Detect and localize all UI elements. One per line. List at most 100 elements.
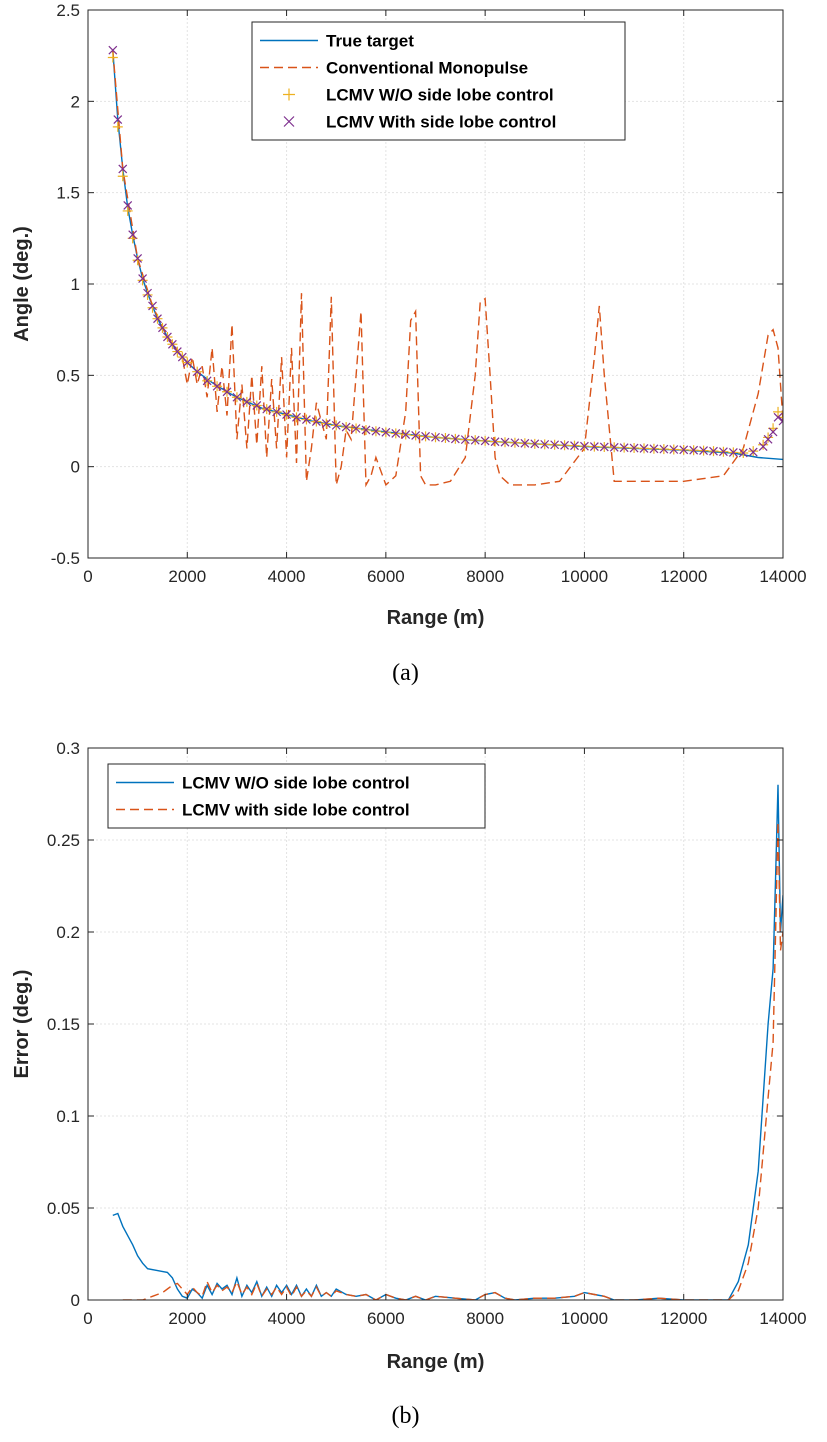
series-0 <box>112 784 783 1300</box>
data-point <box>262 404 272 414</box>
data-point <box>331 420 341 430</box>
data-point <box>709 446 718 456</box>
chart-a: 0 2000 4000 6000 8000 10000 12000 14000-0.500.5… <box>11 1 807 686</box>
data-point <box>242 397 252 407</box>
data-point <box>302 415 311 424</box>
legend-label: True target <box>326 32 414 51</box>
data-point <box>639 443 649 453</box>
data-point <box>401 430 411 439</box>
data-point <box>158 323 167 333</box>
legend: True target Conventional Monopulse LCMV W/… <box>251 21 626 141</box>
data-point <box>282 410 291 420</box>
data-point <box>679 445 689 455</box>
data-point <box>629 443 639 453</box>
data-point <box>381 427 391 437</box>
legend-swatch <box>283 116 295 127</box>
y-tick-label: 0.15 <box>47 1015 80 1034</box>
series-line <box>112 50 783 488</box>
data-point <box>699 446 708 456</box>
data-point <box>107 52 118 63</box>
data-point <box>182 358 192 367</box>
data-point <box>137 275 148 286</box>
y-tick-label: 2.5 <box>56 1 80 20</box>
x-tick-label: 8000 <box>466 567 504 586</box>
data-point <box>580 441 589 451</box>
figure-caption: (a) <box>392 660 419 686</box>
data-point <box>748 446 759 457</box>
data-point <box>530 439 540 449</box>
y-tick-label: 0.3 <box>56 739 80 758</box>
data-point <box>500 437 510 447</box>
data-point <box>167 339 177 349</box>
data-point <box>540 439 550 449</box>
plot-area <box>88 748 783 1300</box>
series-line <box>122 821 783 1300</box>
data-point <box>619 443 629 453</box>
x-tick-label: 14000 <box>759 1309 806 1328</box>
x-tick-label: 0 <box>83 1309 92 1328</box>
data-point <box>113 115 123 125</box>
legend-swatch <box>283 88 295 101</box>
y-tick-label: 2 <box>71 92 80 111</box>
data-point <box>118 164 128 174</box>
y-tick-label: 0.5 <box>56 366 80 385</box>
data-point <box>778 416 783 426</box>
data-point <box>132 255 143 266</box>
series-line <box>112 784 783 1300</box>
data-point <box>520 438 530 448</box>
series-1 <box>122 821 783 1300</box>
data-point <box>669 445 679 454</box>
y-axis-title: Angle (deg.) <box>11 226 33 342</box>
x-tick-label: 2000 <box>168 567 206 586</box>
data-point <box>589 442 599 451</box>
x-tick-label: 4000 <box>268 567 306 586</box>
data-point <box>128 230 138 240</box>
data-point <box>470 435 480 445</box>
data-point <box>728 447 738 457</box>
series-group <box>107 45 783 488</box>
x-tick-label: 8000 <box>466 1309 504 1328</box>
legend-label: Conventional Monopulse <box>326 59 528 78</box>
data-point <box>371 426 381 436</box>
x-axis-title: Range (m) <box>387 1351 485 1373</box>
y-tick-label: 0.05 <box>47 1199 80 1218</box>
data-point <box>609 442 619 452</box>
data-point <box>148 301 157 311</box>
data-point <box>232 392 242 402</box>
y-axis-title: Error (deg.) <box>11 970 33 1079</box>
x-tick-label: 10000 <box>561 1309 608 1328</box>
x-tick-label: 6000 <box>367 567 405 586</box>
data-point <box>490 437 500 447</box>
data-point <box>112 121 123 132</box>
y-tick-label: 0.25 <box>47 831 80 850</box>
x-tick-label: 0 <box>83 567 92 586</box>
data-point <box>460 435 470 445</box>
data-point <box>341 422 351 432</box>
series-3 <box>108 45 783 458</box>
legend-box <box>107 763 486 829</box>
data-point <box>763 432 774 443</box>
data-point <box>758 442 768 451</box>
data-point <box>222 387 232 397</box>
legend-box <box>251 21 626 141</box>
data-point <box>450 434 460 444</box>
data-point <box>142 289 153 300</box>
data-point <box>441 433 450 443</box>
figure-caption: (b) <box>392 1403 420 1429</box>
data-point <box>212 381 222 391</box>
data-point <box>117 171 128 182</box>
data-point <box>421 431 430 441</box>
chart-b: 0 2000 4000 6000 8000 10000 12000 14000 0 0.05 0.1… <box>11 739 807 1429</box>
y-tick-label: -0.5 <box>51 549 80 568</box>
data-point <box>351 424 361 433</box>
data-point <box>431 432 440 442</box>
x-tick-label: 2000 <box>168 1309 206 1328</box>
legend-label: LCMV W/O side lobe control <box>182 774 410 793</box>
data-point <box>599 442 609 452</box>
data-point <box>719 447 728 457</box>
data-point <box>391 428 401 438</box>
legend-label: LCMV with side lobe control <box>182 801 410 820</box>
data-point <box>252 401 262 410</box>
data-point <box>272 407 282 417</box>
